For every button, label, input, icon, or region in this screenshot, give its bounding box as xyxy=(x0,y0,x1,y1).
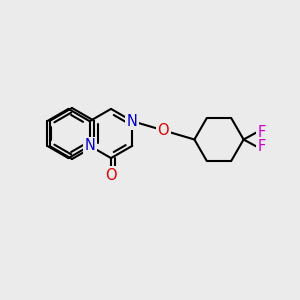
Text: O: O xyxy=(105,168,117,183)
Text: F: F xyxy=(257,124,266,140)
Text: F: F xyxy=(257,140,266,154)
Text: N: N xyxy=(84,138,95,153)
Text: N: N xyxy=(127,114,138,129)
Text: O: O xyxy=(158,123,169,138)
